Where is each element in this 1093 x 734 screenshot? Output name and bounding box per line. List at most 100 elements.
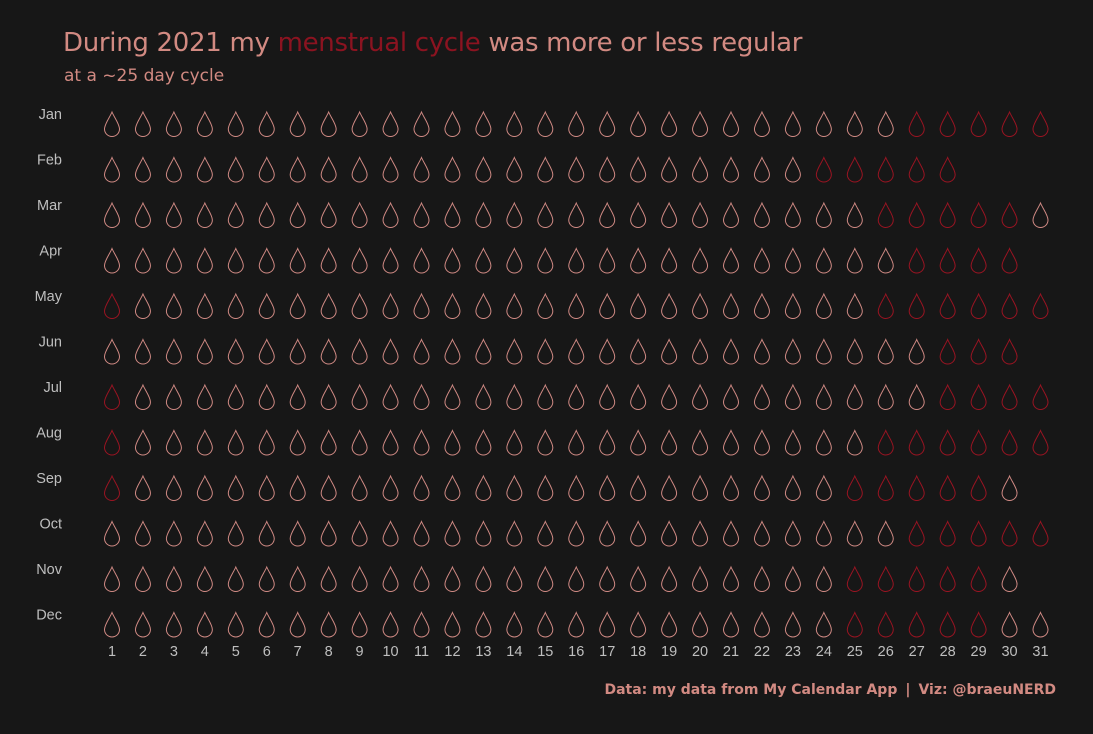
drop-icon [970, 611, 987, 638]
drop-icon [134, 383, 151, 410]
month-labels: Jan Feb Mar Apr May Jun Jul Aug Sep Oct Nov Dec [35, 107, 63, 624]
drop-icon [722, 429, 740, 456]
drop-icon [196, 338, 213, 365]
drop-icon [320, 338, 337, 365]
drop-icon [320, 110, 337, 137]
drop-icon [1032, 611, 1049, 638]
drop-icon [877, 611, 894, 638]
drop-icon [444, 383, 461, 410]
drop-icon [382, 247, 399, 274]
drop-icon [351, 110, 368, 137]
drop-icon [722, 520, 740, 547]
drop-icon [753, 520, 770, 547]
drop-icon [753, 474, 770, 501]
drop-icon [1032, 429, 1049, 456]
month-label-oct: Oct [39, 517, 62, 533]
drop-icon [134, 338, 151, 365]
drop-icon [165, 565, 182, 592]
drop-icon [692, 110, 709, 137]
drop-icon [475, 429, 492, 456]
drop-icon [784, 383, 801, 410]
drop-icon [413, 156, 430, 183]
day-tick-label: 18 [630, 644, 646, 660]
drop-icon [103, 474, 121, 501]
drop-icon [506, 338, 523, 365]
drop-icon [1001, 292, 1018, 319]
drop-icon [444, 429, 461, 456]
drop-icon [289, 611, 306, 638]
drop-icon [568, 292, 585, 319]
drop-icon [165, 429, 182, 456]
drop-icon [908, 110, 925, 137]
drop-icon [877, 429, 894, 456]
drop-icon [939, 338, 956, 365]
drop-icon [784, 429, 801, 456]
drop-icon [970, 110, 987, 137]
drop-icon [413, 474, 430, 501]
drop-icon [568, 201, 585, 228]
drop-icon [258, 201, 275, 228]
drop-icon [134, 429, 151, 456]
drop-icon [134, 611, 151, 638]
drop-icon [382, 338, 399, 365]
drop-icon [196, 520, 213, 547]
drop-icon [1001, 338, 1018, 365]
drop-icon [630, 383, 647, 410]
drop-icon [506, 156, 523, 183]
drop-icon [289, 338, 306, 365]
drop-icon [692, 338, 709, 365]
drop-icon [258, 611, 275, 638]
drop-icon [970, 520, 987, 547]
drop-icon [351, 338, 368, 365]
drop-icon [908, 611, 925, 638]
drop-icon [939, 156, 956, 183]
drop-icon [815, 565, 832, 592]
drop-icon [196, 292, 213, 319]
drop-icon [382, 156, 399, 183]
drop-icon [970, 292, 987, 319]
drop-icon [630, 110, 647, 137]
drop-icon [908, 201, 925, 228]
drop-icon [258, 110, 275, 137]
drop-icon [475, 611, 492, 638]
drop-icon [753, 383, 770, 410]
drop-icon [506, 247, 523, 274]
drop-icon [444, 247, 461, 274]
chart-subtitle: at a ~25 day cycle [64, 66, 225, 86]
drop-icon [258, 429, 275, 456]
drop-icon [413, 611, 430, 638]
drop-icon [134, 247, 151, 274]
drop-icon [382, 520, 399, 547]
drop-icon [661, 520, 678, 547]
drop-icon [444, 201, 461, 228]
drop-icon [196, 383, 213, 410]
drop-icon [506, 383, 523, 410]
drop-icon [970, 474, 987, 501]
drop-icon [908, 520, 925, 547]
drop-icon [506, 429, 523, 456]
drop-icon [506, 474, 523, 501]
drop-icon [877, 292, 894, 319]
drop-icon [908, 429, 925, 456]
drop-icon [196, 110, 213, 137]
drop-icon [661, 474, 678, 501]
month-label-may: May [35, 289, 63, 305]
drop-icon [1032, 110, 1049, 137]
drop-icon [815, 156, 832, 183]
drop-icon [258, 474, 275, 501]
drop-icon [939, 201, 956, 228]
drop-icon [753, 201, 770, 228]
drop-icon [103, 338, 121, 365]
drop-icon [939, 292, 956, 319]
drop-icon [846, 611, 863, 638]
drop-icon [692, 565, 709, 592]
drop-icon [908, 156, 925, 183]
caption-data-source: Data: my data from My Calendar App [604, 682, 898, 698]
caption-separator: | [905, 682, 911, 698]
drop-icon [568, 565, 585, 592]
drop-icon [846, 201, 863, 228]
drop-icon [475, 474, 492, 501]
drop-icon [846, 565, 863, 592]
drop-icon [846, 474, 863, 501]
drop-icon [630, 338, 647, 365]
